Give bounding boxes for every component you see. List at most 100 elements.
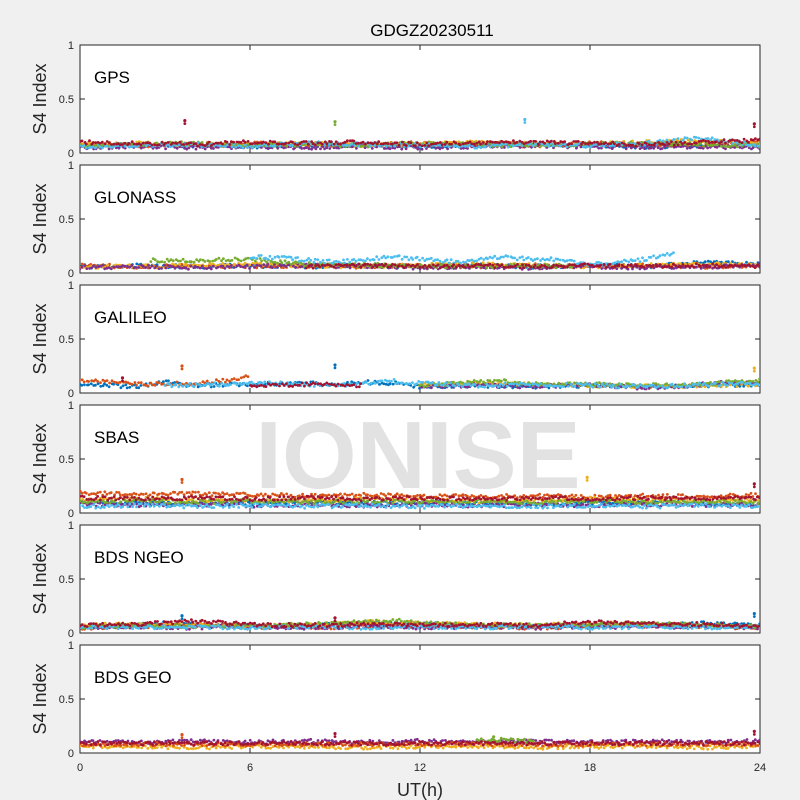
data-point <box>301 262 304 266</box>
data-point <box>195 258 199 261</box>
data-point <box>590 141 594 145</box>
data-point <box>412 385 415 389</box>
data-point <box>369 381 373 385</box>
data-point <box>269 142 273 146</box>
data-point <box>438 266 442 270</box>
data-point <box>574 264 578 268</box>
data-point <box>370 147 374 150</box>
data-point <box>415 141 419 145</box>
data-point <box>659 142 662 146</box>
data-point <box>366 257 369 261</box>
data-point <box>512 139 515 143</box>
data-point <box>225 140 229 144</box>
data-point <box>374 382 377 385</box>
data-point <box>103 267 107 271</box>
data-point <box>294 266 298 269</box>
data-point <box>440 143 444 147</box>
data-point <box>495 143 499 146</box>
data-point <box>701 263 705 267</box>
data-point <box>711 266 714 270</box>
data-point <box>180 262 184 266</box>
data-point <box>148 266 152 270</box>
data-point <box>339 266 343 270</box>
data-point <box>212 147 215 150</box>
data-point <box>699 267 703 270</box>
data-point <box>660 147 664 150</box>
data-point <box>459 147 463 150</box>
data-point <box>595 140 599 144</box>
data-point <box>437 381 441 384</box>
data-point <box>127 142 131 145</box>
data-point <box>468 140 472 144</box>
data-point <box>325 146 329 150</box>
data-point <box>273 260 277 264</box>
data-point <box>203 147 207 151</box>
data-point <box>255 263 259 267</box>
data-point <box>462 260 465 264</box>
data-point <box>645 259 648 262</box>
data-point <box>386 265 390 269</box>
data-point <box>110 146 114 149</box>
data-point <box>194 147 198 151</box>
data-point <box>744 143 748 147</box>
data-point <box>164 266 168 270</box>
data-point <box>545 263 549 267</box>
data-point <box>296 143 300 147</box>
data-point <box>547 258 551 262</box>
data-point <box>192 144 195 148</box>
data-point <box>522 258 526 262</box>
data-point <box>150 143 154 147</box>
data-point <box>649 256 653 259</box>
data-point <box>210 382 214 386</box>
data-point <box>263 380 267 384</box>
data-point <box>384 145 388 148</box>
data-point <box>615 144 619 148</box>
data-point <box>749 144 752 147</box>
data-point <box>538 140 542 144</box>
data-point <box>443 143 447 146</box>
data-point <box>441 386 444 390</box>
data-point <box>724 147 727 151</box>
data-point <box>80 265 84 269</box>
data-point <box>276 146 280 150</box>
data-point <box>645 142 648 145</box>
data-point <box>610 265 614 269</box>
data-point <box>690 138 693 142</box>
data-point <box>618 260 621 264</box>
data-point <box>501 384 505 387</box>
data-point <box>328 147 332 150</box>
data-point <box>124 380 128 384</box>
data-point <box>516 143 520 147</box>
data-point <box>556 141 560 145</box>
data-point <box>735 145 739 149</box>
data-point <box>392 378 396 381</box>
data-point <box>606 142 610 146</box>
data-point <box>277 255 281 259</box>
data-point <box>115 265 119 269</box>
data-point <box>228 265 231 269</box>
data-point <box>309 258 313 262</box>
data-point <box>205 267 209 270</box>
data-point <box>164 141 168 145</box>
data-point <box>708 265 712 269</box>
data-point <box>332 262 336 266</box>
data-point <box>307 140 311 144</box>
data-point <box>357 262 361 266</box>
data-point <box>731 138 734 142</box>
data-point <box>310 263 313 267</box>
data-point <box>592 265 596 268</box>
outlier-point <box>333 120 337 124</box>
data-point <box>181 384 185 388</box>
data-point <box>669 262 673 266</box>
data-point <box>531 382 534 385</box>
data-point <box>613 264 617 268</box>
data-point <box>87 380 91 383</box>
data-point <box>695 385 699 389</box>
data-point <box>175 146 179 150</box>
data-point <box>579 263 582 267</box>
data-point <box>602 263 606 266</box>
data-point <box>275 142 279 146</box>
data-point <box>262 263 266 266</box>
data-point <box>284 265 288 268</box>
